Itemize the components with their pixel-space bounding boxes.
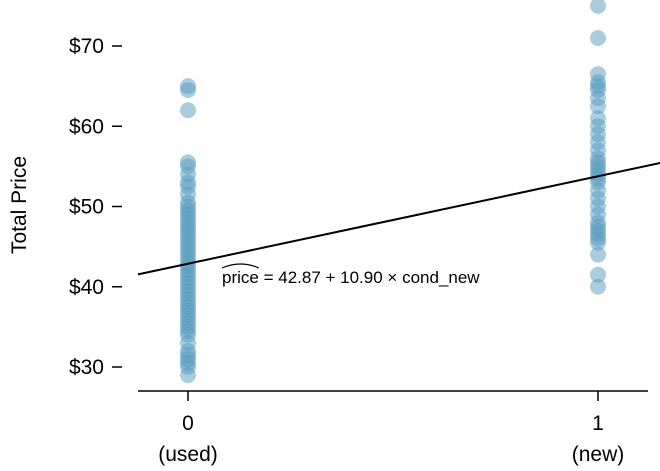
y-axis: $30 $40 $50 $60 $70 xyxy=(69,35,122,379)
hat-mark xyxy=(221,263,260,269)
y-tick-label: $50 xyxy=(69,196,104,219)
y-axis-title: Total Price xyxy=(8,156,31,254)
regression-line xyxy=(137,162,660,276)
data-point xyxy=(590,29,606,46)
x-tick-label: 0 xyxy=(182,412,194,435)
data-point xyxy=(590,0,606,14)
y-tick-label: $30 xyxy=(69,356,104,379)
equation-rest: = 42.87 + 10.90 × cond_new xyxy=(259,268,480,287)
x-tick-label: 1 xyxy=(592,412,604,435)
data-point xyxy=(180,82,196,99)
data-point xyxy=(180,367,196,384)
x-axis: 0 (used) 1 (new) xyxy=(158,391,624,466)
data-point xyxy=(590,246,606,263)
y-tick-label: $40 xyxy=(69,276,104,299)
equation-hat-word: price xyxy=(222,268,259,287)
regression-equation: price = 42.87 + 10.90 × cond_new xyxy=(221,263,480,287)
data-point xyxy=(180,102,196,119)
x-tick-sublabel: (new) xyxy=(572,443,625,466)
points-layer xyxy=(180,0,606,384)
data-point xyxy=(590,266,606,283)
x-tick-sublabel: (used) xyxy=(158,443,218,466)
y-tick-label: $60 xyxy=(69,115,104,138)
data-point xyxy=(590,278,606,295)
regression-equation-label: price = 42.87 + 10.90 × cond_new xyxy=(222,268,480,287)
y-tick-label: $70 xyxy=(69,35,104,58)
data-point xyxy=(590,234,606,251)
data-point xyxy=(590,98,606,115)
